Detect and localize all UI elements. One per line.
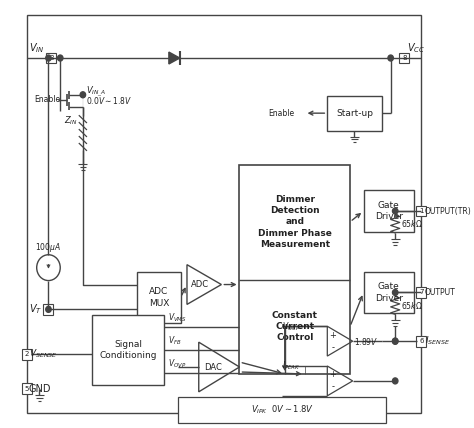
Text: OUTPUT: OUTPUT [425,288,456,297]
Text: Constant
Current
Control: Constant Current Control [272,311,318,342]
Bar [22,349,32,360]
Text: ADC
MUX: ADC MUX [149,288,169,307]
Text: $Z_{IN}$: $Z_{IN}$ [64,114,77,127]
Text: 7: 7 [419,289,424,295]
Text: $65k\Omega$: $65k\Omega$ [401,218,422,229]
Bar [92,315,164,385]
Circle shape [57,55,63,61]
Text: -: - [331,382,334,391]
Text: Enable: Enable [268,109,294,118]
Circle shape [46,55,51,61]
Bar [137,272,181,323]
Bar [417,205,427,217]
Circle shape [388,55,393,61]
Text: ADC: ADC [191,280,209,289]
Circle shape [46,306,51,312]
Text: GND: GND [28,384,51,394]
Text: $V_{SENSE}$: $V_{SENSE}$ [28,348,57,360]
Polygon shape [169,52,180,64]
Text: $I_{PEAK}$: $I_{PEAK}$ [282,360,301,372]
Text: Enable: Enable [34,95,60,104]
Text: $V_{VMS}$: $V_{VMS}$ [168,312,187,324]
Text: Start-up: Start-up [336,109,373,118]
Bar [239,165,350,374]
Text: $I_{SENSE}$: $I_{SENSE}$ [425,335,450,348]
Text: 6: 6 [419,338,424,344]
Text: -: - [331,343,334,352]
Text: $V_{IPK}$  $0V \sim 1.8V$: $V_{IPK}$ $0V \sim 1.8V$ [251,404,314,416]
Text: DAC: DAC [204,363,222,372]
Bar [364,190,414,232]
Circle shape [392,289,398,295]
Circle shape [392,378,398,384]
Text: $V_{FB}$: $V_{FB}$ [168,335,182,347]
Bar [328,96,382,131]
Text: $V_{OVP}$: $V_{OVP}$ [168,357,186,370]
Circle shape [392,338,398,344]
Text: 5: 5 [25,386,29,392]
Bar [417,287,427,298]
Text: 8: 8 [402,55,407,61]
Text: $V_{OCP}$: $V_{OCP}$ [282,320,301,333]
Text: $V_{CC}$: $V_{CC}$ [407,41,425,55]
Text: $V_{IN\_A}$: $V_{IN\_A}$ [86,85,106,99]
Bar [364,272,414,313]
Text: +: + [329,331,336,340]
Text: Signal
Conditioning: Signal Conditioning [100,340,157,360]
Text: OUTPUT(TR): OUTPUT(TR) [425,207,472,216]
Text: 3: 3 [49,55,54,61]
Text: Dimmer
Detection
and
Dimmer Phase
Measurement: Dimmer Detection and Dimmer Phase Measur… [258,195,332,249]
Bar [178,397,386,422]
Text: $1.89V$: $1.89V$ [355,336,379,347]
Text: Gate
Driver: Gate Driver [375,201,403,221]
Circle shape [392,208,398,214]
Text: $0.0V \sim 1.8V$: $0.0V \sim 1.8V$ [86,95,132,106]
Bar [46,53,56,63]
Bar [399,53,409,63]
Bar [44,304,54,315]
Text: 4: 4 [46,306,51,312]
Text: $V_T$: $V_T$ [28,303,42,316]
Text: 2: 2 [25,351,29,357]
Text: $V_{IN}$: $V_{IN}$ [28,41,44,55]
Text: Gate
Driver: Gate Driver [375,282,403,303]
Bar [22,383,32,394]
Bar [417,336,427,347]
Circle shape [80,92,86,98]
Text: $100\mu A$: $100\mu A$ [36,241,62,254]
Text: +: + [329,371,336,380]
Text: 1: 1 [419,208,424,214]
Text: $65k\Omega$: $65k\Omega$ [401,300,422,311]
Circle shape [392,338,398,344]
